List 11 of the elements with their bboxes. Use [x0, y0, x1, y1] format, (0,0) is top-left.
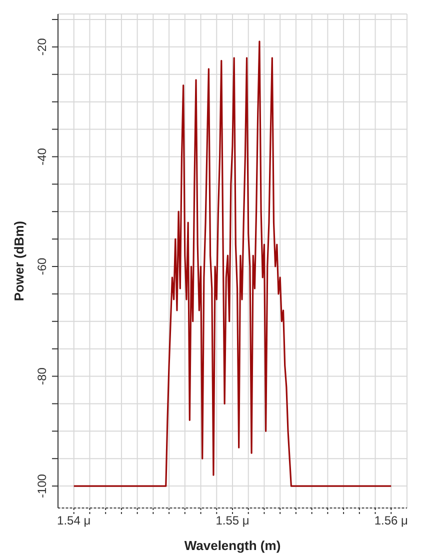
y-axis-title: Power (dBm) — [11, 220, 26, 302]
y-tick-label: -40 — [35, 148, 49, 166]
x-tick-label: 1.56 μ — [374, 514, 408, 528]
y-tick-label: -80 — [35, 367, 49, 385]
x-tick-label: 1.55 μ — [216, 514, 250, 528]
x-tick-label: 1.54 μ — [57, 514, 91, 528]
y-tick-label: -100 — [35, 474, 49, 498]
x-axis-title: Wavelength (m) — [184, 538, 281, 553]
y-tick-label: -60 — [35, 257, 49, 276]
line-series — [73, 40, 392, 487]
y-tick-label: -20 — [35, 38, 49, 56]
